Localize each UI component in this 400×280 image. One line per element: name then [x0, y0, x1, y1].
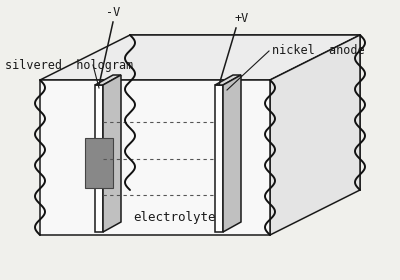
Polygon shape [223, 75, 241, 232]
Text: nickel  anode: nickel anode [272, 43, 365, 57]
Polygon shape [270, 35, 360, 235]
Polygon shape [95, 85, 103, 232]
Polygon shape [95, 75, 121, 85]
Polygon shape [215, 85, 223, 232]
Polygon shape [130, 35, 360, 190]
Text: -V: -V [106, 6, 120, 19]
Bar [85, 138, 113, 188]
Polygon shape [40, 80, 270, 235]
Text: electrolyte: electrolyte [134, 211, 216, 223]
Polygon shape [40, 35, 360, 80]
Polygon shape [215, 75, 241, 85]
Text: +V: +V [235, 12, 249, 25]
Text: silvered  hologram: silvered hologram [5, 59, 133, 71]
Polygon shape [103, 75, 121, 232]
